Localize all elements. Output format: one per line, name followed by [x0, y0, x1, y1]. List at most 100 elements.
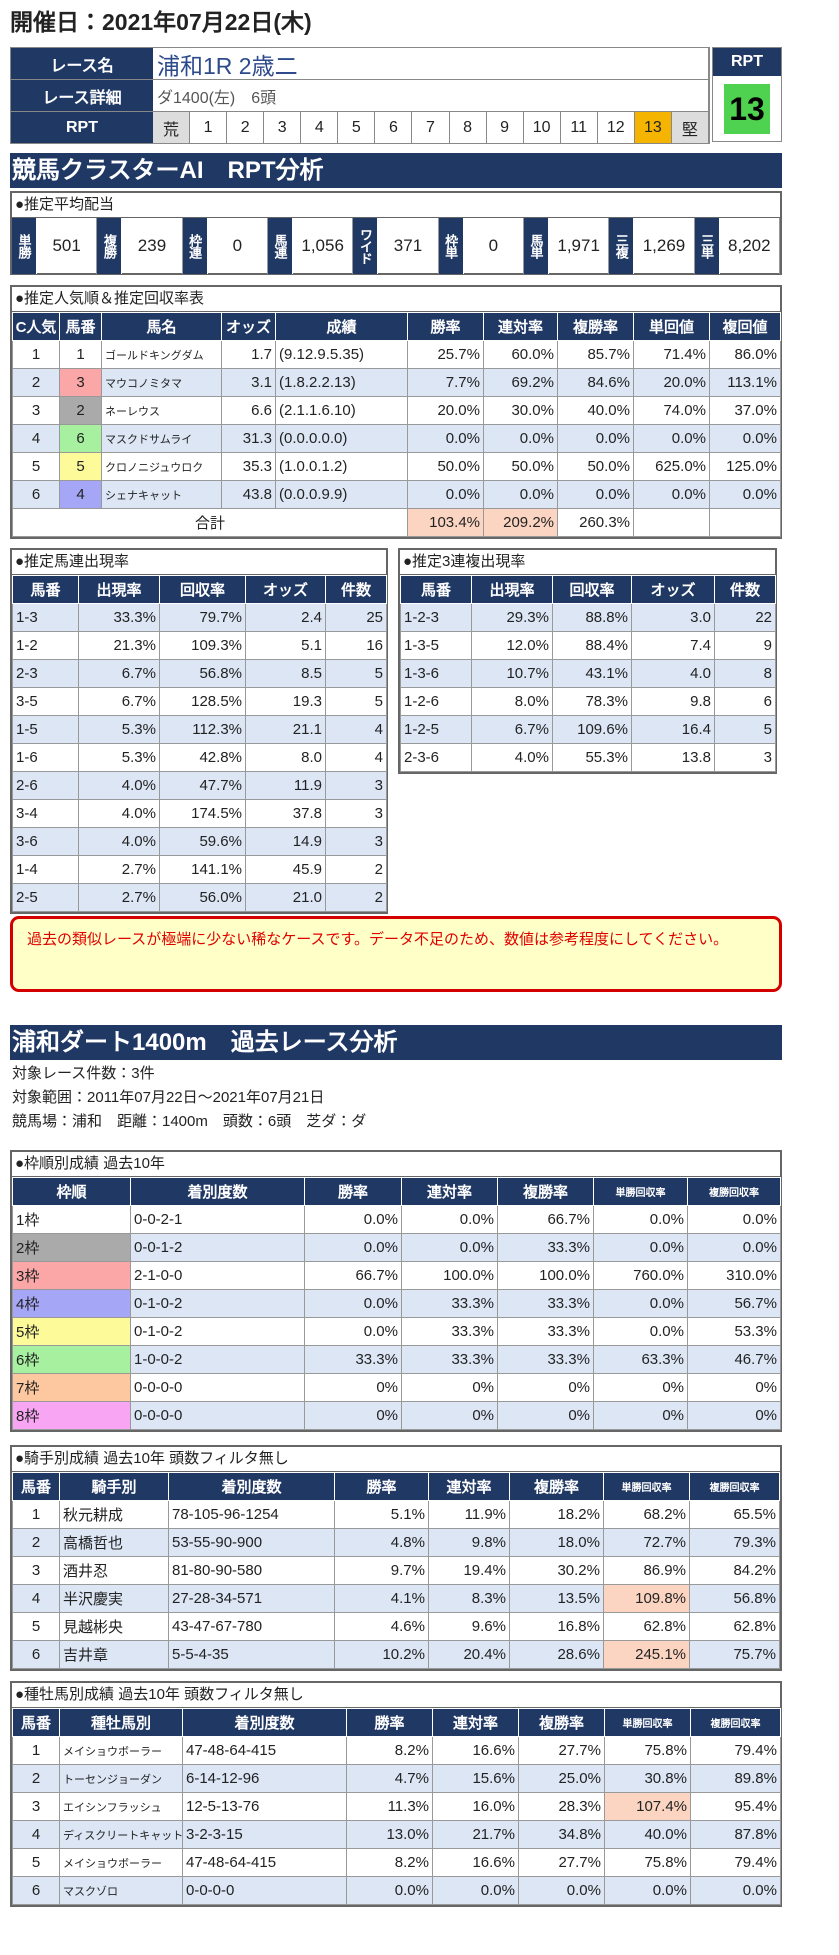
- cell: 0.0%: [483, 424, 558, 453]
- cell: 6.7%: [78, 687, 160, 716]
- date-header: 開催日：2021年07月22日(木): [10, 9, 312, 35]
- rpt-scale-cell: 10: [524, 112, 561, 143]
- cell: 20.0%: [407, 396, 484, 425]
- race-row: レース詳細 ダ1400(左) 6頭: [11, 80, 709, 112]
- cell: 6.6: [221, 396, 276, 425]
- box-label: ●推定3連複出現率: [400, 550, 775, 575]
- cell: 2: [325, 855, 387, 884]
- cell: 4.1%: [334, 1584, 429, 1613]
- cell: 5: [325, 659, 387, 688]
- rpt-scale-cell: 堅: [671, 112, 709, 143]
- row: 1-2-6 8.0% 78.3% 9.8 6: [400, 687, 776, 716]
- cell: 56.7%: [687, 1289, 781, 1318]
- cell: 16: [325, 631, 387, 660]
- header-cell: 着別度数: [182, 1708, 347, 1737]
- header-row: C人気 馬番 馬名 オッズ 成績 勝率 連対率 複勝率 単回値 複回値: [12, 312, 781, 341]
- cell: 0.0%: [557, 480, 634, 509]
- cell: 71.4%: [633, 340, 710, 369]
- cell: 0.0%: [709, 424, 781, 453]
- cell: 40.0%: [604, 1820, 691, 1849]
- cell: 0.0%: [633, 424, 710, 453]
- cell: 0.0%: [304, 1233, 402, 1262]
- box-label: ●推定馬連出現率: [12, 550, 386, 575]
- cell: 0-0-0-0: [130, 1373, 305, 1402]
- cell: 8.2%: [346, 1848, 433, 1877]
- header-cell: 複勝率: [497, 1177, 594, 1206]
- cell: 0.0%: [304, 1317, 402, 1346]
- payout-value: 0: [208, 218, 268, 274]
- row: 2-3-6 4.0% 55.3% 13.8 3: [400, 743, 776, 772]
- cell: 0%: [497, 1373, 594, 1402]
- cell: 33.3%: [401, 1317, 498, 1346]
- header-cell: 種牡馬別: [59, 1708, 183, 1737]
- cell: 2.7%: [78, 855, 160, 884]
- cell: 85.7%: [557, 340, 634, 369]
- cell: 3.1: [221, 368, 276, 397]
- cell: 6: [12, 1876, 60, 1905]
- cell: 79.4%: [690, 1848, 781, 1877]
- payout-name: 三単: [694, 218, 720, 274]
- cell: 0-0-2-1: [130, 1205, 305, 1234]
- cell: 高橋哲也: [59, 1528, 169, 1557]
- cell: 79.3%: [689, 1528, 780, 1557]
- cell: 1-3: [12, 603, 79, 632]
- cell: 1: [59, 340, 102, 369]
- cell: 半沢慶実: [59, 1584, 169, 1613]
- rpt-scale-cell: 3: [264, 112, 302, 143]
- header-cell: 回収率: [159, 575, 246, 604]
- cell: 0.0%: [304, 1205, 402, 1234]
- cell: 42.8%: [159, 743, 246, 772]
- cell: 84.2%: [689, 1556, 780, 1585]
- cell: 46.7%: [687, 1345, 781, 1374]
- header-cell: 馬番: [59, 312, 102, 341]
- cell: 5: [59, 452, 102, 481]
- payout-value: 1,056: [293, 218, 354, 274]
- cell: 37.0%: [709, 396, 781, 425]
- row: 2枠 0-0-1-2 0.0% 0.0% 33.3% 0.0% 0.0%: [12, 1233, 781, 1262]
- header-row: 馬番 出現率 回収率 オッズ 件数: [12, 575, 387, 604]
- cell: 0-1-0-2: [130, 1317, 305, 1346]
- cell: 21.1: [245, 715, 326, 744]
- cell: 7枠: [12, 1373, 131, 1402]
- cell: 4.6%: [334, 1612, 429, 1641]
- cell: 13.0%: [346, 1820, 433, 1849]
- total-row: 合計 103.4% 209.2% 260.3%: [12, 508, 781, 537]
- box-label: ●騎手別成績 過去10年 頭数フィルタ無し: [12, 1447, 780, 1472]
- header-cell: 出現率: [78, 575, 160, 604]
- header-cell: 複勝回収率: [689, 1472, 780, 1501]
- cell: 65.5%: [689, 1500, 780, 1529]
- cell: 3枠: [12, 1261, 131, 1290]
- cell: 4.0: [631, 659, 715, 688]
- cell: 4.0%: [78, 799, 160, 828]
- cell: 吉井章: [59, 1640, 169, 1669]
- race-detail: ダ1400(左) 6頭: [153, 80, 709, 111]
- cell: 0.0%: [518, 1876, 605, 1905]
- cell: 33.3%: [401, 1289, 498, 1318]
- payout-value: 239: [122, 218, 183, 274]
- total-value: 103.4%: [407, 508, 484, 537]
- row: 2 3 マウコノミタマ 3.1 (1.8.2.2.13) 7.7% 69.2% 84.6% 20…: [12, 368, 781, 397]
- cell: 0-0-0-0: [130, 1401, 305, 1430]
- row: 1-2 21.3% 109.3% 5.1 16: [12, 631, 387, 660]
- cell: 33.3%: [497, 1345, 594, 1374]
- row: 6 吉井章 5-5-4-35 10.2% 20.4% 28.6% 245.1% 75.7%: [12, 1640, 780, 1669]
- cell: 33.3%: [401, 1345, 498, 1374]
- cell: 88.4%: [552, 631, 632, 660]
- cell: 29.3%: [471, 603, 553, 632]
- cell: 4.7%: [346, 1764, 433, 1793]
- cell: 113.1%: [709, 368, 781, 397]
- cell: 16.8%: [509, 1612, 604, 1641]
- cell: 2-5: [12, 883, 79, 912]
- cell: 27-28-34-571: [168, 1584, 335, 1613]
- cell: 20.0%: [633, 368, 710, 397]
- cell: (0.0.0.9.9): [275, 480, 408, 509]
- info-line: 競馬場：浦和 距離：1400m 頭数：6頭 芝ダ：ダ: [12, 1113, 367, 1130]
- cell: 3-5: [12, 687, 79, 716]
- header-cell: 馬名: [101, 312, 222, 341]
- cell: 0.0%: [633, 480, 710, 509]
- cell: 5.3%: [78, 715, 160, 744]
- total-label: 合計: [12, 508, 408, 537]
- cell: メイショウボーラー: [59, 1848, 183, 1877]
- payout-value: 371: [378, 218, 439, 274]
- cell: 109.6%: [552, 715, 632, 744]
